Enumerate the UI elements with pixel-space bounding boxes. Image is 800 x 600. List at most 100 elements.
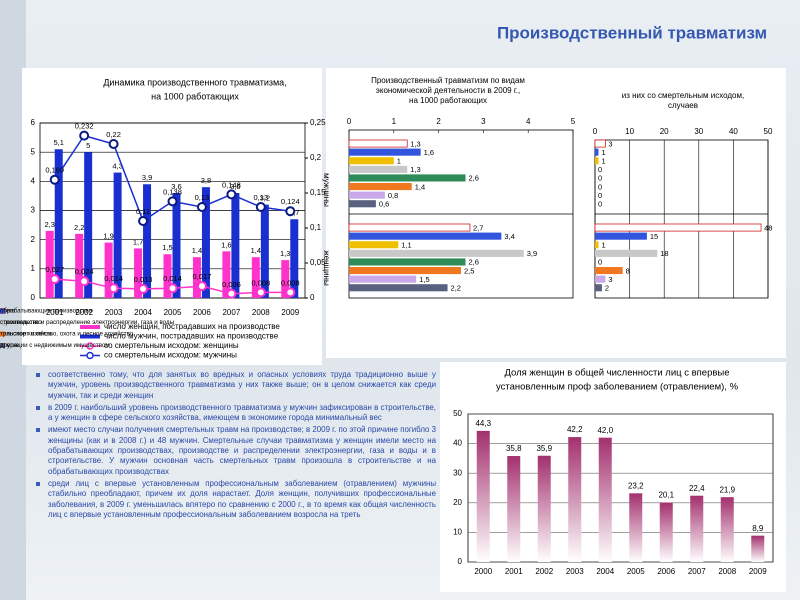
y-tick-label: 40 <box>453 439 462 448</box>
line-marker <box>138 283 149 294</box>
x-tick-label: 2002 <box>75 308 93 317</box>
line-marker <box>49 174 60 185</box>
bar-value-label: 1,9 <box>103 232 113 241</box>
legend-label: строительство <box>0 319 42 326</box>
chart-title: экономической деятельности в 2009 г., <box>376 86 520 95</box>
note-paragraph: среди лиц с впервые установленным профес… <box>36 478 436 519</box>
legend-swatch <box>0 308 5 314</box>
line-value-label: 0,017 <box>193 272 212 281</box>
bar <box>349 232 502 240</box>
y-tick-label: 0 <box>31 293 36 302</box>
line-value-label: 0,13 <box>195 193 210 202</box>
x-tick-label: 2007 <box>222 308 240 317</box>
line-marker <box>285 287 296 298</box>
chart-title: установленным проф заболеванием (отравле… <box>496 382 739 393</box>
line-value-label: 0,027 <box>45 265 64 274</box>
legend-label: со смертельным исходом: женщины <box>104 341 239 350</box>
y-tick-label: 6 <box>31 118 36 127</box>
y-tick-label: 20 <box>453 498 462 507</box>
legend-label: другие <box>0 342 20 349</box>
bar-value-label: 35,9 <box>536 444 552 453</box>
bar <box>568 437 582 562</box>
bar-value-label: 20,1 <box>658 491 674 500</box>
bar-value-label: 0 <box>598 182 602 191</box>
bar <box>595 241 599 249</box>
bar-value-label: 0,8 <box>388 191 398 200</box>
bar <box>113 172 122 298</box>
bar <box>349 267 461 275</box>
side-column <box>0 0 26 600</box>
x-tick-label: 2006 <box>657 567 675 576</box>
bar-value-label: 42,0 <box>597 426 613 435</box>
line-value-label: 0,006 <box>222 280 241 289</box>
bar-value-label: 48 <box>764 223 772 232</box>
legend-swatch <box>0 320 5 325</box>
x-tick-label: 20 <box>660 127 669 136</box>
x-tick-label: 50 <box>764 127 773 136</box>
bar <box>172 193 181 298</box>
bar <box>595 249 658 257</box>
x-tick-label: 2004 <box>596 567 614 576</box>
bar <box>134 248 143 298</box>
bar <box>594 223 762 232</box>
bar <box>751 535 765 562</box>
bar <box>595 275 606 283</box>
bar-value-label: 3,9 <box>527 249 537 258</box>
line-marker <box>196 281 207 292</box>
bar-value-label: 1,7 <box>133 237 143 246</box>
bar <box>349 148 421 156</box>
y-tick-label: 0 <box>458 557 463 566</box>
legend-swatch <box>0 343 5 348</box>
y-tick-label: 5 <box>31 147 36 156</box>
legend-swatch <box>86 342 94 350</box>
y-tick-label: 50 <box>453 409 462 418</box>
chart-title: на 1000 работающих <box>409 96 487 105</box>
x-tick-label: 2 <box>436 117 441 126</box>
bar <box>281 260 290 298</box>
bar <box>349 241 399 249</box>
notes: соответственно тому, что для занятых во … <box>36 370 436 522</box>
line-marker <box>138 216 149 226</box>
bar <box>348 223 471 232</box>
bar-value-label: 3,6 <box>230 182 240 191</box>
bar-value-label: 2,5 <box>464 266 474 275</box>
legend-label: производство и распределение электроэнер… <box>0 319 175 326</box>
bar <box>598 437 612 562</box>
bar-value-label: 1,3 <box>410 165 420 174</box>
bar <box>476 430 490 562</box>
chart-title: Производственный травматизм по видам <box>371 76 525 85</box>
bar <box>163 254 172 298</box>
bar <box>595 148 599 156</box>
line-marker <box>255 202 266 212</box>
x-tick-label: 2000 <box>474 567 492 576</box>
bar-value-label: 1,3 <box>410 139 420 148</box>
x-tick-label: 2008 <box>718 567 736 576</box>
bar-value-label: 4,3 <box>112 162 122 171</box>
line-marker <box>79 130 90 141</box>
bar-value-label: 44,3 <box>475 419 491 428</box>
bar <box>349 275 417 283</box>
bar-value-label: 0,6 <box>379 199 389 208</box>
bar-value-label: 18 <box>660 249 668 258</box>
bar-value-label: 0 <box>598 191 602 200</box>
legend-label: число женщин, пострадавших на производст… <box>104 322 280 331</box>
bar <box>45 230 54 298</box>
bar <box>290 219 299 298</box>
bar-value-label: 1,4 <box>251 246 261 255</box>
x-tick-label: 2003 <box>105 308 123 317</box>
line-marker <box>108 283 119 294</box>
y2-tick-label: 0,05 <box>310 258 326 267</box>
bar-value-label: 3,2 <box>260 194 270 203</box>
bar <box>349 200 376 208</box>
x-tick-label: 2005 <box>627 567 645 576</box>
chart-title: Доля женщин в общей численности лиц с вп… <box>504 368 729 379</box>
line-value-label: 0,124 <box>281 197 300 206</box>
bar <box>201 187 210 298</box>
x-tick-label: 2005 <box>164 308 182 317</box>
line-value-label: 0,11 <box>136 207 150 216</box>
bar <box>260 204 269 298</box>
bar <box>537 455 551 562</box>
legend-label: всего <box>0 308 16 315</box>
line-marker <box>196 202 207 212</box>
bar-value-label: 2,2 <box>74 223 84 232</box>
